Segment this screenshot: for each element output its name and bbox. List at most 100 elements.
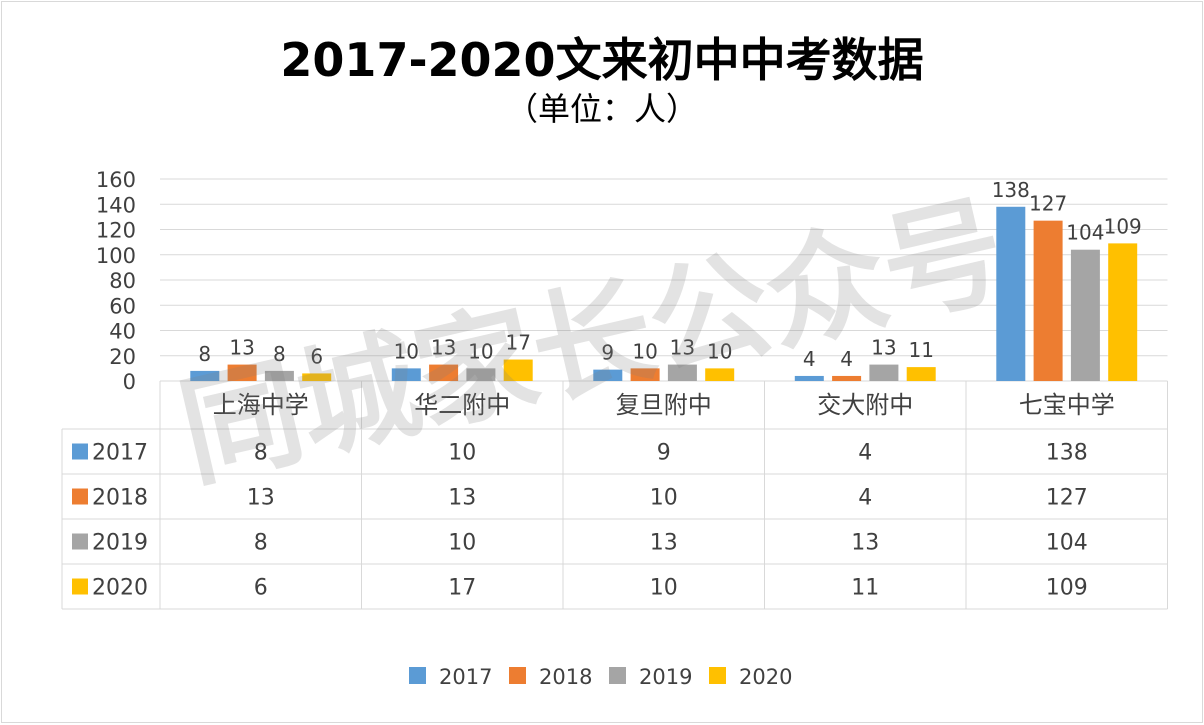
data-label: 8 — [198, 342, 211, 366]
data-label: 127 — [1029, 192, 1067, 216]
data-label: 10 — [707, 339, 732, 363]
y-tick-label: 160 — [96, 168, 136, 192]
y-tick-label: 120 — [96, 219, 136, 243]
bar — [906, 367, 936, 381]
data-label: 138 — [992, 178, 1030, 202]
chart-title: 2017-2020文来初中中考数据 — [280, 33, 923, 87]
table-cell: 127 — [1046, 486, 1088, 511]
bar — [996, 206, 1026, 381]
chart-subtitle: （单位：人） — [506, 90, 698, 128]
table-cell: 11 — [851, 576, 879, 601]
table-series-label: 2018 — [92, 486, 148, 511]
table-cell: 10 — [448, 531, 476, 556]
table-legend-key — [72, 488, 88, 505]
table-cell: 109 — [1046, 576, 1088, 601]
table-cell: 13 — [851, 531, 879, 556]
y-tick-label: 80 — [109, 269, 136, 293]
table-cell: 10 — [650, 576, 678, 601]
legend-swatch — [609, 667, 626, 684]
data-label: 13 — [670, 336, 695, 360]
data-label: 10 — [468, 339, 493, 363]
table-legend-key — [72, 533, 88, 550]
data-label: 6 — [310, 344, 323, 368]
data-label: 9 — [601, 341, 614, 365]
legend-swatch — [509, 667, 526, 684]
category-label: 上海中学 — [213, 391, 309, 419]
data-label: 4 — [803, 347, 816, 371]
y-tick-label: 20 — [109, 345, 136, 369]
data-label: 104 — [1066, 221, 1104, 245]
bar — [466, 368, 496, 381]
table-series-label: 2017 — [92, 441, 148, 466]
bar — [869, 364, 899, 381]
bar — [227, 364, 257, 381]
legend-swatch — [709, 667, 726, 684]
gridlines — [160, 178, 1168, 382]
y-tick-label: 140 — [96, 193, 136, 217]
table-legend-key — [72, 443, 88, 460]
table-series-label: 2020 — [92, 576, 148, 601]
bar — [832, 375, 862, 381]
table-cell: 6 — [254, 576, 268, 601]
data-label: 13 — [229, 336, 254, 360]
legend-label: 2017 — [439, 665, 492, 689]
table-cell: 10 — [448, 441, 476, 466]
table-cell: 17 — [448, 576, 476, 601]
bar — [391, 368, 421, 381]
bar — [429, 364, 459, 381]
bar — [1033, 220, 1063, 381]
data-label: 10 — [632, 339, 657, 363]
bar — [1108, 243, 1138, 381]
table-cell: 8 — [254, 441, 268, 466]
bar — [593, 369, 623, 381]
legend: 2017 2018 2019 2020 — [409, 665, 792, 689]
table-cell: 10 — [650, 486, 678, 511]
bar — [705, 368, 735, 381]
data-label: 10 — [394, 339, 419, 363]
bar — [190, 370, 220, 381]
y-tick-label: 40 — [109, 320, 136, 344]
bar — [794, 375, 824, 381]
data-label: 4 — [840, 347, 853, 371]
legend-label: 2018 — [539, 665, 592, 689]
bar — [667, 364, 697, 381]
table-cell: 4 — [858, 486, 872, 511]
table-legend-key — [72, 578, 88, 595]
legend-swatch — [409, 667, 426, 684]
table-cell: 104 — [1046, 531, 1088, 556]
data-label: 11 — [908, 338, 933, 362]
bar — [1070, 249, 1100, 381]
data-label: 17 — [505, 331, 530, 355]
table-cell: 8 — [254, 531, 268, 556]
y-tick-label: 60 — [109, 294, 136, 318]
category-label: 交大附中 — [817, 391, 913, 419]
bar — [503, 359, 533, 381]
table-series-label: 2019 — [92, 531, 148, 556]
category-label: 华二附中 — [414, 391, 510, 419]
table-cell: 138 — [1046, 441, 1088, 466]
bars — [190, 206, 1138, 381]
bar — [302, 373, 332, 381]
table-cell: 13 — [247, 486, 275, 511]
table-cell: 13 — [650, 531, 678, 556]
table-cell: 9 — [657, 441, 671, 466]
category-label: 七宝中学 — [1019, 391, 1115, 419]
category-label: 复旦附中 — [616, 391, 712, 419]
y-tick-label: 0 — [123, 370, 136, 394]
data-label: 13 — [431, 336, 456, 360]
data-label: 8 — [273, 342, 286, 366]
bar — [630, 368, 660, 381]
data-label: 109 — [1104, 214, 1142, 238]
watermark: 同城家长公众号 — [168, 180, 1018, 504]
bar — [264, 370, 294, 381]
table-cell: 4 — [858, 441, 872, 466]
legend-label: 2020 — [739, 665, 792, 689]
y-tick-label: 100 — [96, 244, 136, 268]
data-label: 13 — [871, 336, 896, 360]
table-cell: 13 — [448, 486, 476, 511]
